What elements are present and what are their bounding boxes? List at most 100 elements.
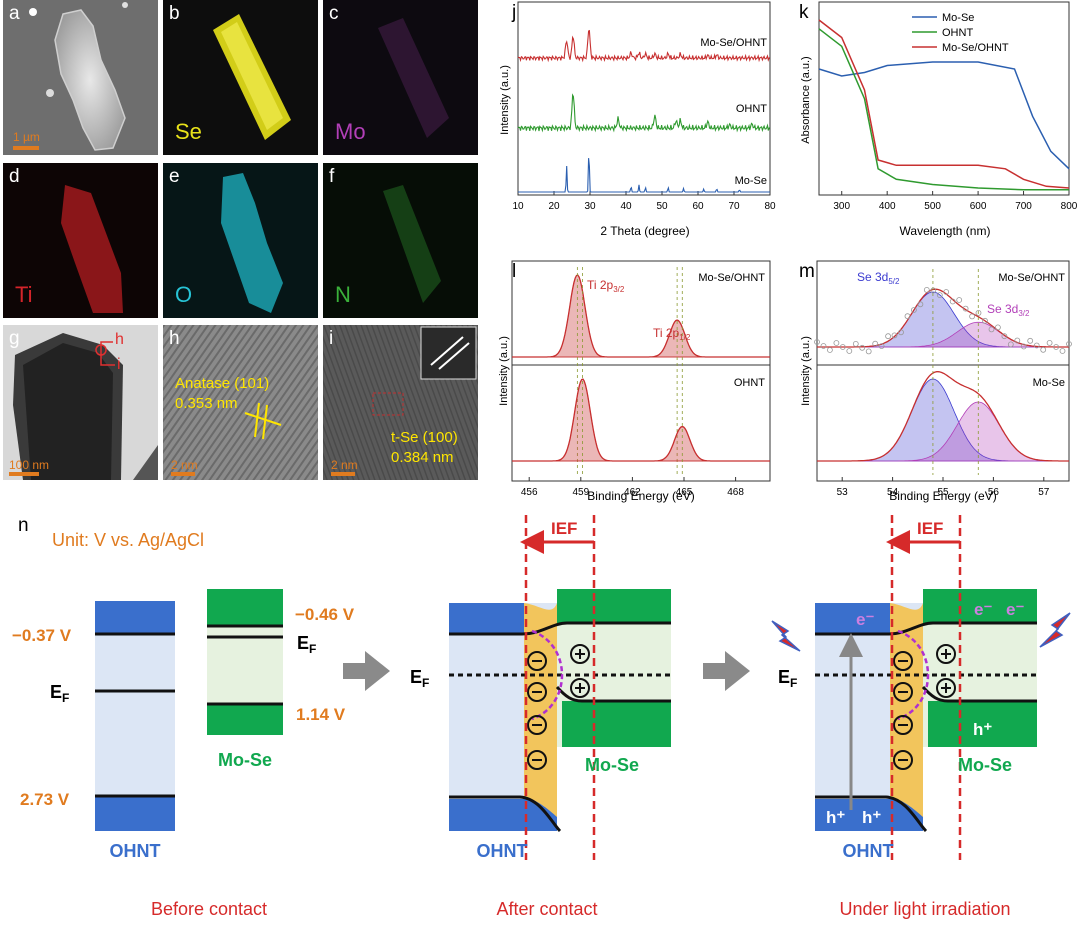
panel-label-c: c — [329, 3, 339, 24]
raw-data-point — [859, 344, 866, 351]
y-axis-label: Intensity (a.u.) — [499, 65, 511, 135]
mose-label: Mo-Se — [958, 755, 1012, 775]
raw-data-point — [1033, 342, 1040, 349]
legend-mose-ohnt: Mo-Se/OHNT — [942, 42, 1009, 54]
x-tick-label: 400 — [879, 201, 896, 212]
series-label-ohnt: OHNT — [736, 103, 767, 115]
plot-frame — [818, 1, 1070, 196]
raw-data-point — [1066, 341, 1072, 347]
arrow-icon — [703, 651, 750, 691]
lattice-fringes — [323, 325, 478, 480]
element-label-ti: Ti — [15, 282, 33, 307]
x-tick-label: 500 — [924, 201, 941, 212]
tem-rod — [13, 333, 158, 480]
raw-data-point — [994, 324, 1001, 331]
caption-before-contact: Before contact — [151, 899, 267, 919]
raw-data-point — [1059, 348, 1066, 354]
mose-cb-value: −0.46 V — [295, 605, 355, 624]
eds-map-o: e O — [163, 163, 318, 318]
lattice-annotation: Anatase (101) — [175, 375, 270, 392]
x-tick-label: 456 — [521, 487, 538, 498]
ef-label: EF — [50, 682, 69, 705]
caption-under-light: Under light irradiation — [839, 899, 1010, 919]
raw-data-point — [982, 317, 988, 324]
xps-envelope — [512, 378, 770, 462]
panel-label-b: b — [169, 3, 180, 24]
trace-label-top: Mo-Se/OHNT — [698, 272, 765, 284]
ohnt-label: OHNT — [843, 841, 894, 861]
peak-label-se-3d52: Se 3d5/2 — [857, 270, 900, 286]
raw-data-point — [969, 313, 976, 320]
mose-label: Mo-Se — [218, 750, 272, 770]
element-label-mo: Mo — [335, 119, 366, 144]
uvvis-chart: k Absorbance (a.u.) Wavelength (nm) Mo-S… — [799, 1, 1078, 238]
o-map — [221, 173, 283, 313]
plot-frame — [511, 260, 771, 482]
scale-bar — [9, 472, 39, 476]
raw-data-point — [1027, 337, 1034, 344]
ti-map — [61, 185, 123, 313]
x-tick-label: 800 — [1061, 201, 1078, 212]
ohnt-label: OHNT — [110, 841, 161, 861]
raw-data-point — [833, 340, 840, 346]
panel-label-h: h — [169, 328, 180, 349]
raw-data-point — [917, 301, 924, 308]
element-label-o: O — [175, 282, 193, 307]
uvvis-series-line — [818, 28, 1069, 191]
xrd-series-line — [517, 93, 771, 133]
x-tick-label: 468 — [727, 487, 744, 498]
raw-data-point — [1053, 344, 1060, 350]
panel-label-l: l — [512, 261, 516, 282]
raw-data-point — [988, 326, 995, 333]
hole-label: h⁺ — [973, 720, 992, 739]
scale-label: 1 µm — [13, 130, 40, 144]
panel-label-e: e — [169, 166, 180, 187]
scale-bar — [171, 472, 195, 476]
x-tick-label: 60 — [692, 201, 704, 212]
raw-data-point — [1046, 340, 1053, 346]
ef-label: EF — [778, 667, 797, 690]
scale-bar — [331, 472, 355, 476]
ohnt-vb-value: 2.73 V — [20, 790, 70, 809]
electron-label: e⁻ — [1006, 600, 1024, 619]
trace-label-top: Mo-Se/OHNT — [998, 272, 1065, 284]
band-diagram: n Unit: V vs. Ag/AgCl −0.37 V EF 2.73 V … — [12, 515, 1071, 919]
raw-data-point — [891, 332, 898, 339]
panel-label-j: j — [511, 2, 516, 23]
raw-data-point — [885, 333, 891, 340]
mose-block-before — [207, 589, 283, 735]
legend-mose: Mo-Se — [942, 12, 974, 24]
eds-map-n: f N — [323, 163, 478, 318]
x-axis-label: Binding Energy (eV) — [889, 489, 996, 503]
xrd-series-line — [517, 29, 771, 63]
panel-label-m: m — [799, 261, 815, 282]
x-tick-label: 700 — [1015, 201, 1032, 212]
panel-label-f: f — [329, 166, 335, 187]
sem-particle — [29, 2, 128, 151]
mose-vb-value: 1.14 V — [296, 705, 346, 724]
xps-envelope — [512, 274, 770, 358]
x-axis-label: 2 Theta (degree) — [600, 224, 689, 238]
xps-peak-fit — [512, 274, 770, 358]
x-tick-label: 462 — [624, 487, 641, 498]
heterojunction-under-light — [815, 515, 1037, 860]
raw-data-point — [943, 289, 950, 295]
raw-data-point — [1007, 341, 1014, 348]
ohnt-label: OHNT — [477, 841, 528, 861]
xps-peak-fit — [512, 319, 770, 358]
panel-label-g: g — [9, 328, 20, 349]
xps-peak-fit — [512, 378, 770, 462]
raw-data-point — [1001, 333, 1008, 340]
panel-label-i: i — [329, 328, 334, 349]
raw-data-point — [975, 310, 982, 316]
se-rod — [213, 14, 291, 140]
x-tick-label: 56 — [988, 487, 1000, 498]
peak-label-se-3d32: Se 3d3/2 — [987, 302, 1030, 318]
lightning-icon — [1039, 612, 1071, 648]
raw-data-point — [872, 340, 879, 347]
xrd-chart: j Intensity (a.u.) 2 Theta (degree) Mo-S… — [499, 1, 776, 238]
heterojunction-after-contact — [449, 515, 671, 860]
raw-data-point — [949, 298, 956, 305]
raw-data-point — [865, 348, 872, 355]
raw-data-point — [1040, 346, 1047, 353]
